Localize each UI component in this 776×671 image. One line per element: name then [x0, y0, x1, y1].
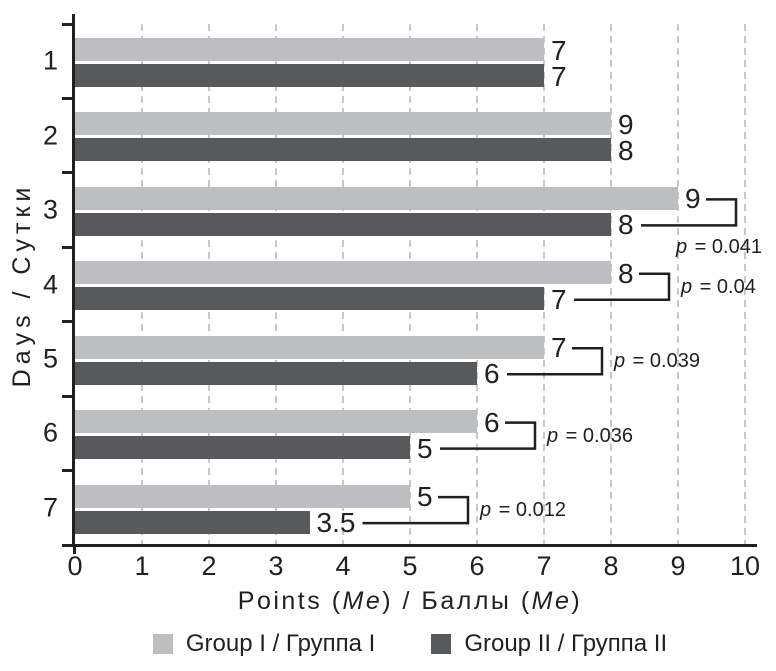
axis-tick [62, 394, 75, 398]
gridline [610, 24, 612, 552]
x-tick-label: 5 [402, 551, 418, 581]
axis-tick [62, 543, 75, 547]
x-axis-line [72, 544, 757, 547]
p-value-label: p = 0.041 [676, 236, 762, 259]
xlabel-part-me: Me [342, 587, 383, 615]
axis-tick [62, 96, 75, 100]
gridline [677, 24, 679, 552]
xlabel-part-me: Me [531, 587, 572, 615]
bar-group1-day5 [75, 335, 544, 359]
axis-tick [62, 22, 75, 26]
bar-group1-day7 [75, 484, 410, 508]
legend-swatch-group2 [431, 634, 452, 654]
category-label: 7 [42, 492, 58, 523]
bar-group1-day6 [75, 410, 477, 434]
bar-label: 6 [484, 406, 500, 438]
axis-tick [62, 320, 75, 324]
gridline [744, 24, 746, 552]
bar-label: 5 [417, 432, 433, 464]
p-value-label: p = 0.036 [547, 424, 633, 447]
x-tick-label: 0 [67, 551, 83, 581]
bar-label: 3.5 [316, 507, 356, 539]
category-label: 4 [42, 269, 58, 299]
significance-bracket [641, 198, 738, 227]
x-tick-label: 2 [201, 551, 217, 581]
p-value-label: p = 0.012 [480, 499, 566, 522]
p-value-label: p = 0.039 [614, 350, 700, 373]
y-axis-line [72, 14, 75, 547]
legend-item-group2: Group II / Группа II [431, 631, 667, 657]
gridline [543, 24, 545, 552]
category-label: 6 [42, 417, 58, 448]
x-tick-label: 7 [536, 551, 552, 581]
p-symbol: p [547, 424, 559, 447]
bar-label: 7 [551, 34, 567, 66]
p-value-label: p = 0.04 [681, 275, 756, 298]
legend-item-group1: Group I / Группа I [152, 630, 376, 657]
legend-label-group1: Group I / Группа I [185, 630, 376, 657]
bar-label: 8 [618, 134, 634, 166]
significance-bracket [574, 272, 671, 302]
bar-label: 7 [551, 332, 567, 364]
bar-group2-day3 [75, 212, 611, 236]
category-label: 2 [42, 120, 58, 151]
p-symbol: p [676, 236, 688, 259]
bar-group1-day4 [75, 261, 611, 285]
bar-label: 9 [618, 108, 634, 140]
x-tick-label: 6 [469, 551, 485, 581]
x-tick-label: 4 [335, 551, 351, 581]
significance-bracket [507, 346, 604, 376]
bar-group2-day5 [75, 361, 477, 385]
xlabel-part: ) / Баллы ( [382, 587, 532, 615]
legend: Group I / Группа I Group II / Группа II [75, 631, 745, 657]
axis-tick [62, 245, 75, 249]
bar-group1-day2 [75, 112, 611, 136]
x-axis-title: Points (Me) / Баллы (Me) [75, 587, 745, 615]
significance-bracket [440, 421, 537, 450]
x-tick-label: 8 [603, 551, 619, 581]
p-symbol: p [480, 499, 492, 522]
x-tick-label: 10 [729, 551, 761, 581]
bar-label: 8 [618, 257, 634, 289]
bar-group1-day3 [75, 186, 678, 210]
bar-group2-day4 [75, 287, 544, 311]
bar-label: 9 [685, 183, 701, 215]
bar-label: 8 [618, 209, 634, 241]
bar-group2-day6 [75, 436, 410, 460]
bar-group1-day1 [75, 38, 544, 61]
bar-label: 6 [484, 358, 500, 390]
bar-group2-day1 [75, 64, 544, 87]
x-tick-label: 9 [670, 551, 686, 581]
bar-group2-day7 [75, 510, 310, 534]
bar-group2-day2 [75, 138, 611, 162]
axis-tick [62, 469, 75, 473]
x-tick-label: 3 [268, 551, 284, 581]
significance-bracket [362, 495, 470, 525]
p-symbol: p [614, 350, 626, 373]
xlabel-part: ) [571, 587, 583, 615]
category-label: 5 [42, 343, 58, 374]
category-label: 1 [42, 45, 58, 76]
p-symbol: p [681, 275, 693, 298]
category-label: 3 [42, 194, 58, 225]
legend-label-group2: Group II / Группа II [464, 630, 668, 657]
axis-tick [73, 547, 76, 554]
bar-label: 7 [551, 283, 567, 315]
axis-tick [62, 171, 75, 175]
bar-label: 7 [551, 60, 567, 92]
bar-label: 5 [417, 481, 433, 513]
legend-swatch-group1 [152, 634, 173, 654]
x-tick-label: 1 [134, 551, 150, 581]
xlabel-part: Points ( [237, 587, 343, 615]
